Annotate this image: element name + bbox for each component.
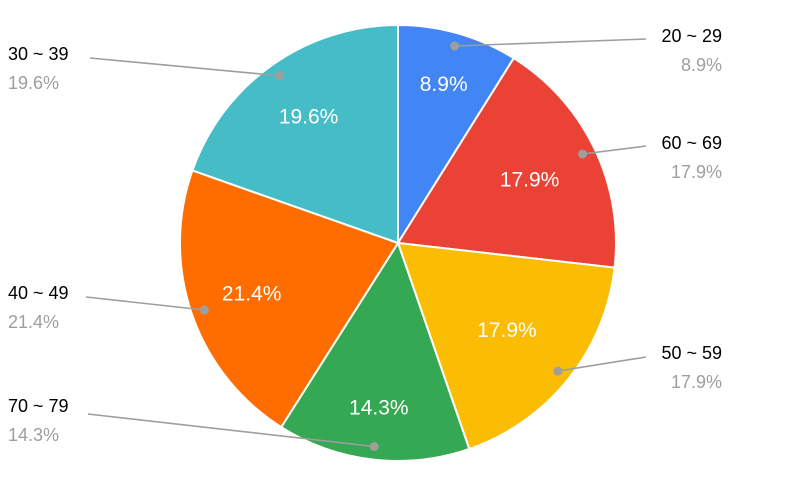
slice-percent-label: 14.3% xyxy=(349,397,409,420)
callout-percent: 19.6% xyxy=(8,73,60,93)
callout-percent: 14.3% xyxy=(8,425,60,445)
leader-dot xyxy=(450,41,460,51)
leader-lines xyxy=(85,38,647,451)
leader-line xyxy=(582,145,647,155)
pie-slices xyxy=(178,23,617,463)
leader-line xyxy=(85,296,205,311)
callout-percent: 17.9% xyxy=(670,372,722,392)
pie-slice-20-29[interactable] xyxy=(397,23,516,247)
callout-label: 20 ~ 29 xyxy=(661,26,722,46)
pie-slice-70-79[interactable] xyxy=(279,240,471,463)
pie-slice-60-69[interactable] xyxy=(396,56,617,269)
leader-dot xyxy=(275,71,285,81)
slice-percent-label: 19.6% xyxy=(279,106,339,129)
leader-line xyxy=(89,57,280,77)
leader-dot xyxy=(199,305,209,315)
slice-percent-label: 17.9% xyxy=(477,319,537,342)
leader-dot xyxy=(369,442,379,451)
leader-line xyxy=(557,356,647,372)
callout-label: 40 ~ 49 xyxy=(8,283,69,303)
callout-percent: 8.9% xyxy=(680,55,722,75)
slice-percent-label: 21.4% xyxy=(222,283,282,306)
callout-label: 30 ~ 39 xyxy=(8,44,69,64)
callout-60-69: 60 ~ 69 17.9% xyxy=(661,134,722,181)
callout-30-39: 30 ~ 39 19.6% xyxy=(8,45,69,92)
callout-label: 50 ~ 59 xyxy=(661,343,722,363)
callout-percent: 17.9% xyxy=(670,162,722,182)
slice-percent-labels: 8.9% 17.9% 17.9% 14.3% 21.4% 19.6% xyxy=(222,73,559,420)
leader-dot xyxy=(578,149,588,159)
callout-percent: 21.4% xyxy=(8,312,60,332)
slice-percent-label: 8.9% xyxy=(420,73,468,96)
callout-20-29: 20 ~ 29 8.9% xyxy=(661,27,722,74)
callout-label: 70 ~ 79 xyxy=(8,396,69,416)
callout-50-59: 50 ~ 59 17.9% xyxy=(661,344,722,391)
leader-dot xyxy=(553,366,563,376)
pie-slice-40-49[interactable] xyxy=(178,169,400,429)
leader-line xyxy=(87,413,375,448)
callout-70-79: 70 ~ 79 14.3% xyxy=(8,397,69,444)
pie-slice-30-39[interactable] xyxy=(191,23,399,245)
slice-percent-label: 17.9% xyxy=(500,169,560,192)
callout-40-49: 40 ~ 49 21.4% xyxy=(8,284,69,331)
callout-label: 60 ~ 69 xyxy=(661,133,722,153)
leader-line xyxy=(454,38,647,47)
